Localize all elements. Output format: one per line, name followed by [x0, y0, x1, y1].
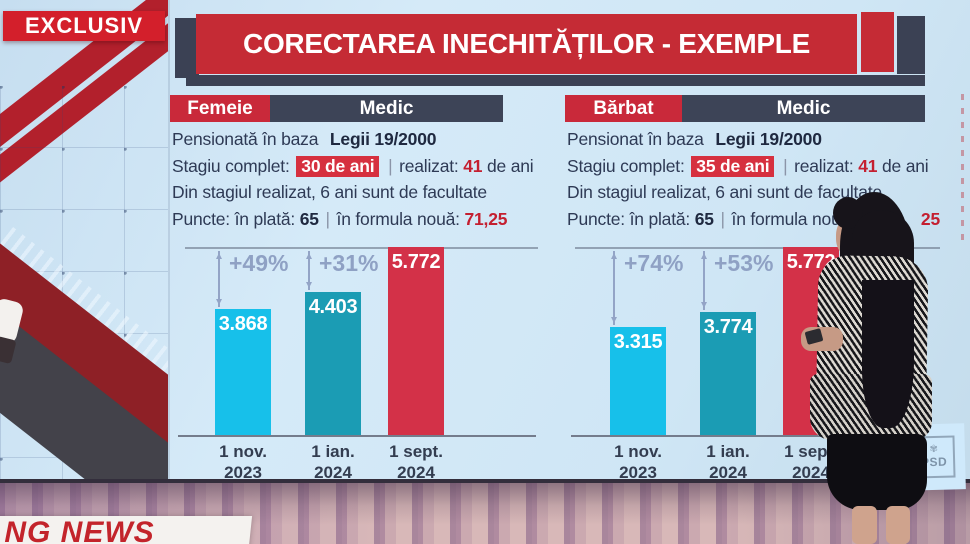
bar-value-label: 3.315 — [613, 331, 663, 353]
stagiu-line: Stagiu complet: 35 de ani | realizat: 41… — [567, 153, 940, 180]
realizat-suffix: de ani — [882, 155, 929, 176]
page-title: CORECTAREA INECHITĂȚILOR - EXEMPLE — [243, 28, 810, 59]
growth-percent-label: +53% — [714, 250, 774, 276]
growth-arrow — [611, 251, 617, 325]
wall-bottom-edge — [0, 479, 970, 483]
separator: | — [325, 208, 331, 229]
pension-prefix: Pensionat în baza — [567, 129, 704, 149]
profession-label: Medic — [776, 97, 831, 119]
x-tick-label: 1 sept. 2024 — [389, 442, 443, 482]
separator: | — [720, 208, 726, 229]
title-banner: CORECTAREA INECHITĂȚILOR - EXEMPLE — [196, 14, 857, 74]
growth-percent-label: +49% — [229, 250, 289, 276]
realizat-value: 41 — [858, 155, 878, 176]
banner-shadow-bar — [186, 75, 925, 86]
panel-barbat-profession-header: Medic — [682, 95, 925, 122]
stagiu-label: Stagiu complet: — [567, 155, 685, 176]
bar-1: 3.315 — [610, 327, 666, 435]
studio-wall-left-decor — [0, 0, 170, 482]
bar-value-label: 5.772 — [391, 251, 441, 273]
bar-value-label: 3.868 — [218, 313, 268, 335]
realizat-label: realizat: — [794, 155, 854, 176]
puncte-line: Puncte: în plată: 65 | în formula nouă: … — [172, 206, 540, 233]
banner-end-red-block — [861, 12, 894, 72]
puncte-current-value: 65 — [694, 208, 714, 229]
separator: | — [783, 155, 788, 176]
banner-end-navy-block — [897, 16, 925, 74]
realizat-label: realizat: — [399, 155, 459, 176]
facultate-text: Din stagiul realizat, 6 ani sunt de facu… — [567, 182, 882, 202]
psd-logo: ✾ PSD — [912, 435, 956, 479]
psd-logo-panel: ✾ PSD — [902, 423, 966, 491]
bar-3: 5.772 — [783, 247, 839, 435]
growth-arrow — [701, 251, 707, 310]
pension-law: Legii 19/2000 — [715, 129, 822, 149]
pension-law: Legii 19/2000 — [329, 129, 437, 149]
formula-label: în formula nouă: — [336, 208, 460, 229]
x-tick-label: 1 ian. 2024 — [311, 442, 355, 482]
chart-barbat: 3.315 1 nov. 2023 +74% 3.774 1 ian. 2024 +53% 5.… — [565, 238, 940, 488]
x-tick-label: 1 nov. 2023 — [614, 442, 662, 482]
growth-percent-label: +74% — [624, 250, 684, 276]
panel-femeie-profession-header: Medic — [270, 95, 503, 122]
bar-3: 5.772 — [388, 247, 444, 435]
facultate-line: Din stagiul realizat, 6 ani sunt de facu… — [172, 179, 540, 206]
bar-value-label: 5.772 — [786, 251, 836, 273]
stagiu-highlight: 30 de ani — [296, 155, 380, 177]
growth-arrow — [306, 251, 312, 290]
growth-arrow — [216, 251, 222, 307]
puncte-label: Puncte: în plată: — [172, 208, 296, 229]
breaking-news-ticker: NG NEWS — [0, 516, 253, 544]
facultate-line: Din stagiul realizat, 6 ani sunt de facu… — [567, 179, 940, 206]
x-tick-label: 1 nov. 2023 — [219, 442, 267, 482]
gender-label: Bărbat — [593, 97, 654, 119]
chart-femeie: 3.868 1 nov. 2023 +49% 4.403 1 ian. 2024 +31% 5.… — [170, 238, 540, 488]
puncte-line: Puncte: în plată: 65 | în formula nouă: … — [567, 206, 940, 233]
stagiu-label: Stagiu complet: — [172, 155, 290, 176]
exclusiv-badge: EXCLUSIV — [3, 11, 165, 41]
gender-label: Femeie — [187, 97, 253, 119]
formula-value: 25 — [920, 208, 940, 229]
wall-seam-marks — [961, 90, 964, 240]
formula-label: în formula nouă: — [731, 208, 855, 229]
pension-prefix: Pensionată în baza — [172, 129, 319, 149]
stagiu-line: Stagiu complet: 30 de ani | realizat: 41… — [172, 153, 540, 180]
banner-left-block — [175, 18, 199, 78]
profession-label: Medic — [359, 97, 414, 119]
facultate-text: Din stagiul realizat, 6 ani sunt de facu… — [172, 182, 487, 202]
bar-value-label: 4.403 — [308, 296, 358, 318]
pension-law-line: Pensionat în baza Legii 19/2000 — [567, 126, 940, 153]
chart-top-line — [575, 247, 940, 249]
separator: | — [388, 155, 393, 176]
bar-2: 3.774 — [700, 312, 756, 435]
x-tick-label: 1 sept. 2024 — [784, 442, 838, 482]
studio-floor — [0, 480, 970, 544]
panel-femeie-gender-header: Femeie — [170, 95, 270, 122]
realizat-value: 41 — [463, 155, 483, 176]
panel-femeie-text: Pensionată în baza Legii 19/2000 Stagiu … — [172, 126, 540, 232]
panel-barbat-text: Pensionat în baza Legii 19/2000 Stagiu c… — [567, 126, 940, 232]
growth-percent-label: +31% — [319, 250, 379, 276]
bar-value-label: 3.774 — [703, 316, 753, 338]
chart-baseline — [178, 435, 536, 437]
panel-barbat-gender-header: Bărbat — [565, 95, 682, 122]
realizat-suffix: de ani — [487, 155, 534, 176]
puncte-current-value: 65 — [299, 208, 319, 229]
chart-top-line — [185, 247, 538, 249]
formula-value: 71,25 — [464, 208, 508, 229]
chart-baseline — [571, 435, 930, 437]
ticker-text: NG NEWS — [4, 516, 155, 544]
puncte-label: Puncte: în plată: — [567, 208, 691, 229]
psd-label: PSD — [920, 454, 948, 470]
bar-1: 3.868 — [215, 309, 271, 435]
x-tick-label: 1 ian. 2024 — [706, 442, 750, 482]
bar-2: 4.403 — [305, 292, 361, 435]
stagiu-highlight: 35 de ani — [691, 155, 775, 177]
rose-icon: ✾ — [929, 443, 939, 456]
pension-law-line: Pensionată în baza Legii 19/2000 — [172, 126, 540, 153]
